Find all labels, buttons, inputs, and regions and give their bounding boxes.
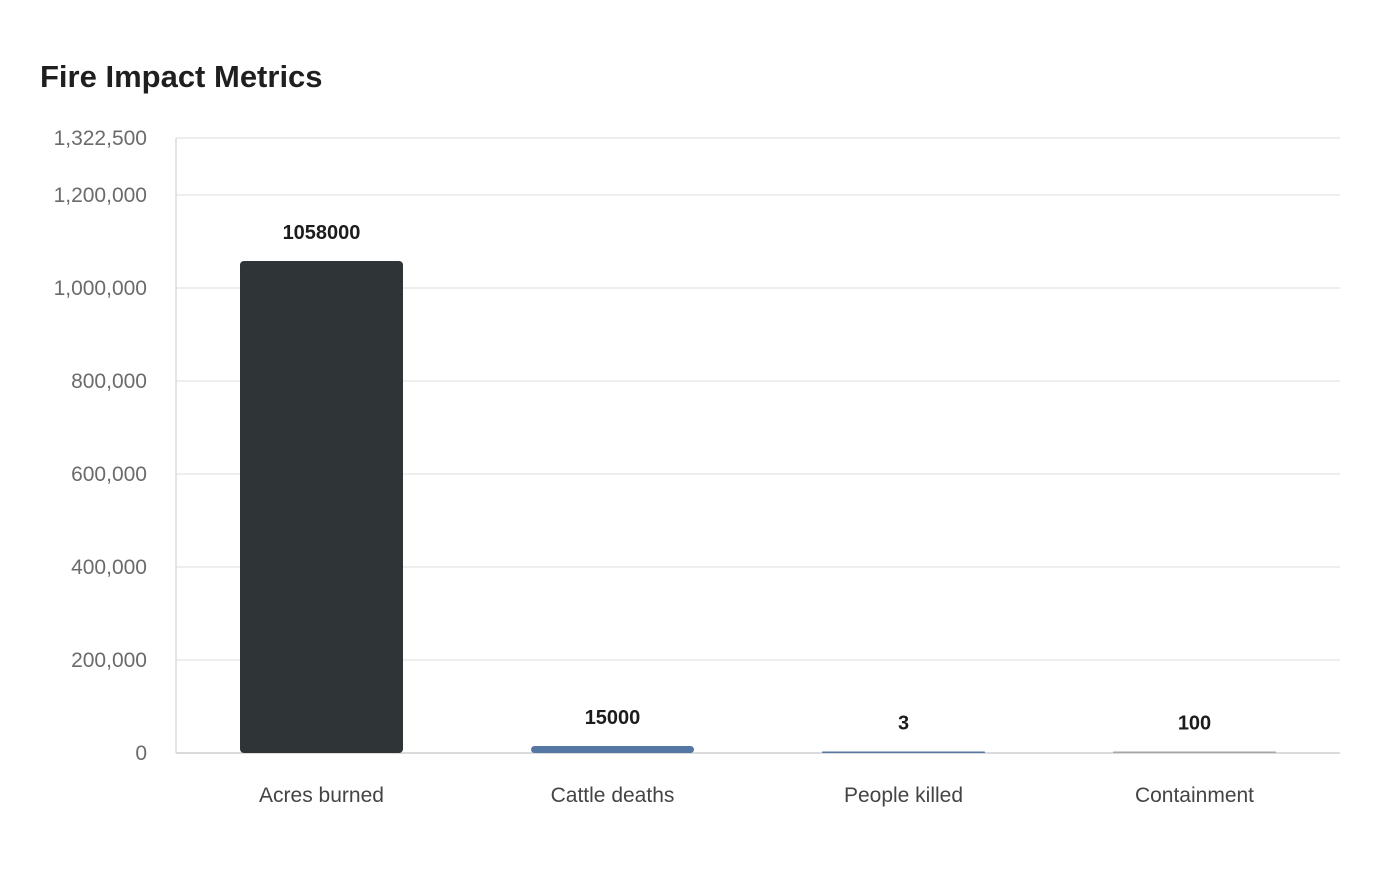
data-label: 100: [1178, 713, 1211, 735]
y-tick-label: 800,000: [71, 370, 147, 393]
category-label: Containment: [1135, 784, 1254, 807]
bar-containment: [1113, 751, 1276, 753]
category-label: People killed: [844, 784, 963, 807]
bars: [240, 261, 1276, 753]
y-tick-label: 200,000: [71, 649, 147, 672]
bar-cattle-deaths: [531, 746, 694, 753]
chart-title: Fire Impact Metrics: [40, 59, 323, 94]
data-label: 1058000: [283, 222, 361, 244]
data-labels: 1058000 15000 3 100: [283, 222, 1212, 735]
bar-acres-burned: [240, 261, 403, 753]
category-label: Cattle deaths: [551, 784, 675, 807]
category-labels: Acres burned Cattle deaths People killed Co…: [259, 784, 1254, 807]
y-tick-label: 1,200,000: [54, 184, 147, 207]
category-label: Acres burned: [259, 784, 384, 807]
data-label: 15000: [585, 707, 641, 729]
y-tick-label: 1,000,000: [54, 277, 147, 300]
y-tick-label: 0: [135, 742, 147, 765]
y-axis-tick-labels: 0 200,000 400,000 600,000 800,000 1,000,000 1,…: [54, 127, 147, 765]
bar-people-killed: [822, 751, 985, 753]
y-tick-label: 600,000: [71, 463, 147, 486]
y-tick-label: 1,322,500: [54, 127, 147, 150]
y-tick-label: 400,000: [71, 556, 147, 579]
data-label: 3: [898, 713, 909, 735]
